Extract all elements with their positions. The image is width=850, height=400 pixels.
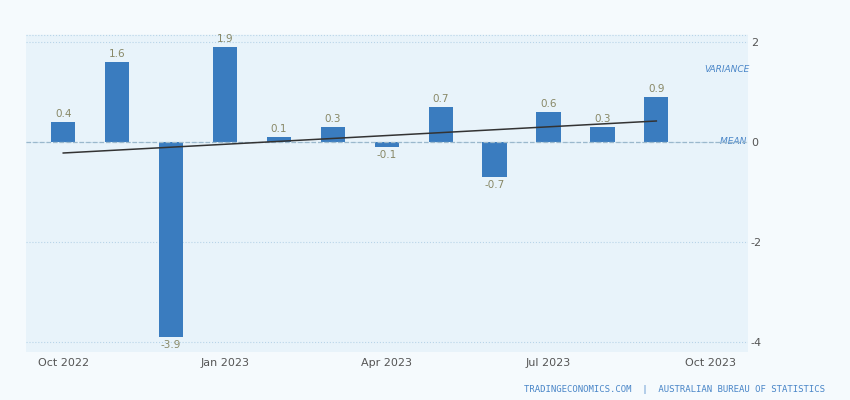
Text: -0.7: -0.7 — [484, 180, 505, 190]
Text: MEAN: MEAN — [720, 138, 750, 146]
Bar — [212, 47, 237, 142]
Text: -3.9: -3.9 — [161, 340, 181, 350]
Bar — [428, 107, 453, 142]
Bar — [51, 122, 76, 142]
Bar — [483, 142, 507, 177]
Bar — [644, 97, 668, 142]
Text: -0.1: -0.1 — [377, 150, 397, 160]
Bar — [375, 142, 399, 147]
Text: 0.4: 0.4 — [55, 109, 71, 119]
Text: 0.7: 0.7 — [433, 94, 449, 104]
Bar — [159, 142, 184, 337]
Text: 0.9: 0.9 — [648, 84, 665, 94]
Text: 1.6: 1.6 — [109, 49, 126, 59]
Bar — [267, 137, 291, 142]
Bar — [320, 127, 345, 142]
Bar — [536, 112, 561, 142]
Text: 0.3: 0.3 — [594, 114, 610, 124]
Bar — [590, 127, 615, 142]
Text: TRADINGECONOMICS.COM  |  AUSTRALIAN BUREAU OF STATISTICS: TRADINGECONOMICS.COM | AUSTRALIAN BUREAU… — [524, 385, 824, 394]
Text: 0.6: 0.6 — [541, 99, 557, 109]
Bar — [105, 62, 129, 142]
Text: 0.1: 0.1 — [270, 124, 287, 134]
Text: 1.9: 1.9 — [217, 34, 233, 44]
Text: VARIANCE: VARIANCE — [704, 65, 750, 74]
Text: 0.3: 0.3 — [325, 114, 341, 124]
